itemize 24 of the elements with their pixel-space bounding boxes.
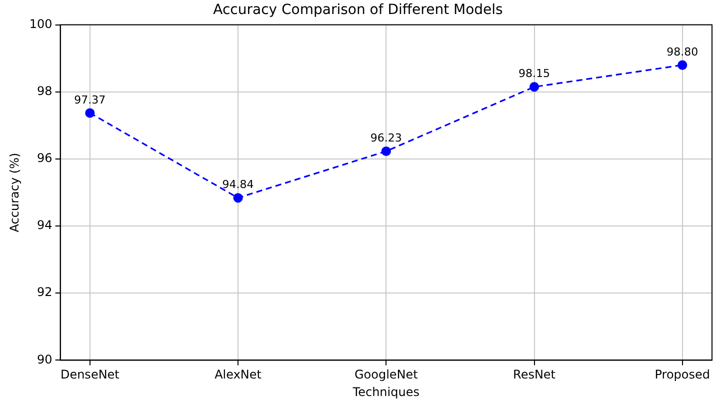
point [529, 82, 540, 92]
data-label: 94.84 [222, 178, 254, 192]
y-tick-label: 92 [37, 285, 52, 300]
point [85, 108, 95, 118]
point [381, 146, 391, 156]
y-tick-label: 90 [37, 352, 52, 366]
data-label: 97.37 [74, 93, 106, 106]
point [678, 60, 688, 70]
y-tick-label: 94 [37, 218, 52, 232]
y-tick-label: 96 [37, 151, 52, 166]
data-label: 98.80 [666, 45, 698, 58]
data-label: 96.23 [370, 132, 402, 145]
x-tick-label: DenseNet [60, 368, 120, 382]
x-tick-label: GoogleNet [354, 368, 418, 382]
data-label: 98.15 [518, 67, 550, 80]
x-tick-label: Proposed [654, 368, 710, 382]
y-tick-label: 98 [37, 84, 52, 98]
x-tick-label: ResNet [513, 368, 556, 382]
x-axis-title: Techniques [352, 384, 420, 399]
y-tick-label: 100 [29, 16, 52, 31]
chart-title: Accuracy Comparison of Different Models [213, 2, 503, 18]
point [233, 193, 243, 203]
y-axis-title: Accuracy (%) [7, 152, 22, 232]
x-tick-label: AlexNet [214, 368, 262, 382]
